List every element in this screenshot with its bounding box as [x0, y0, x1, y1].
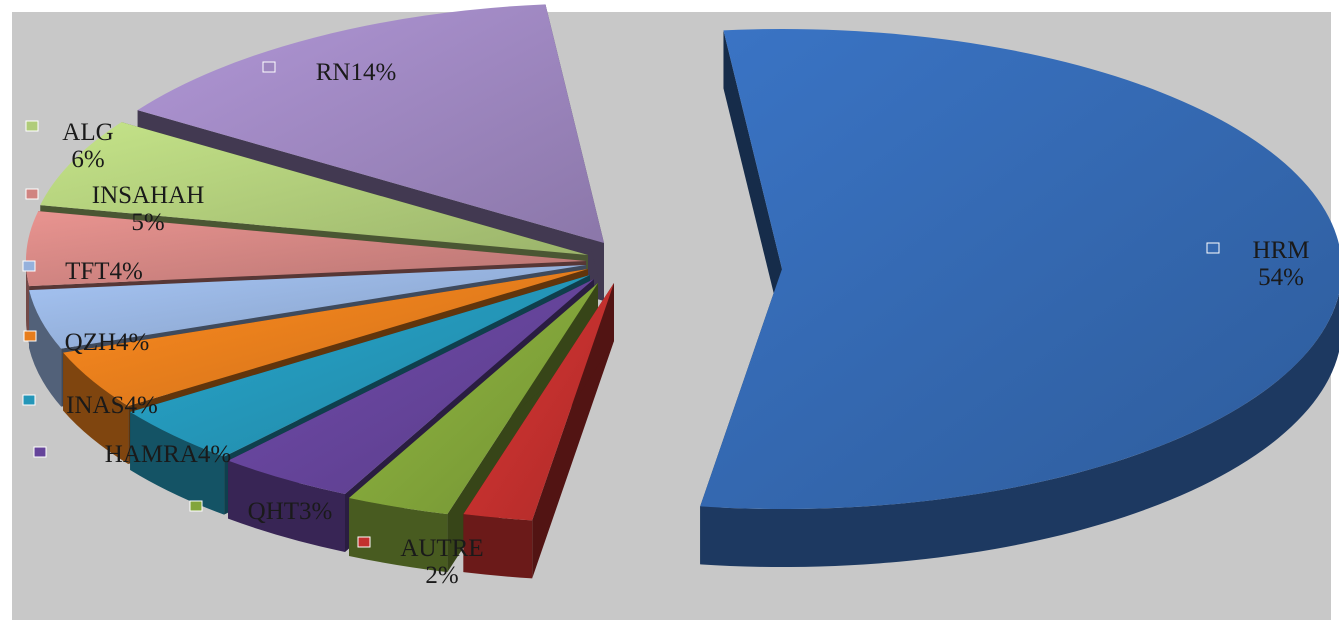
pie-slice-rim [228, 460, 346, 552]
pie-slice-top [130, 275, 591, 457]
pie-slice-rim [130, 411, 225, 515]
legend-marker-rn [262, 61, 276, 73]
data-label-hrm: HRM 54% [1253, 237, 1310, 291]
legend-marker-qzh [23, 330, 37, 342]
data-label-rn: RN14% [316, 59, 397, 86]
data-label-tft: TFT4% [65, 258, 143, 285]
data-label-alg: ALG 6% [62, 119, 113, 173]
pie-slice-rim [700, 293, 1339, 567]
pie-slice-top [63, 269, 589, 406]
legend-marker-alg [25, 120, 39, 132]
pie-slice-top [228, 279, 594, 494]
legend-marker-insahah [25, 188, 39, 200]
pie-slice-rim [63, 352, 129, 464]
data-label-insahah: INSAHAH 5% [92, 182, 205, 236]
legend-marker-hrm [1206, 242, 1220, 254]
pie-slice-rim [29, 290, 62, 407]
pie-slice-rim [463, 514, 533, 579]
pie-slice-autre [463, 283, 614, 579]
legend-marker-hamra [33, 446, 47, 458]
pie-slice-rim [26, 261, 30, 345]
pie-slice-rim [349, 497, 448, 573]
pie-slice-top [137, 4, 605, 244]
legend-marker-qht [189, 500, 203, 512]
data-label-qht: QHT3% [248, 498, 333, 525]
legend-marker-tft [22, 260, 36, 272]
data-label-autre: AUTRE 2% [400, 535, 483, 589]
pie-slice-top [349, 283, 598, 515]
data-label-qzh: QZH4% [65, 329, 150, 356]
data-label-hamra: HAMRA4% [105, 441, 231, 468]
pie-slice-top [463, 283, 614, 521]
pie-slice-wall [723, 30, 782, 327]
pie-slice-hrm [700, 28, 1339, 567]
pie-slice-top [29, 265, 586, 349]
data-label-inas: INAS4% [66, 392, 158, 419]
pie-slice-top [40, 122, 588, 255]
pie-slice-top [700, 28, 1339, 509]
pie-slice-top [26, 211, 587, 287]
legend-marker-autre [357, 536, 371, 548]
legend-marker-inas [22, 394, 36, 406]
